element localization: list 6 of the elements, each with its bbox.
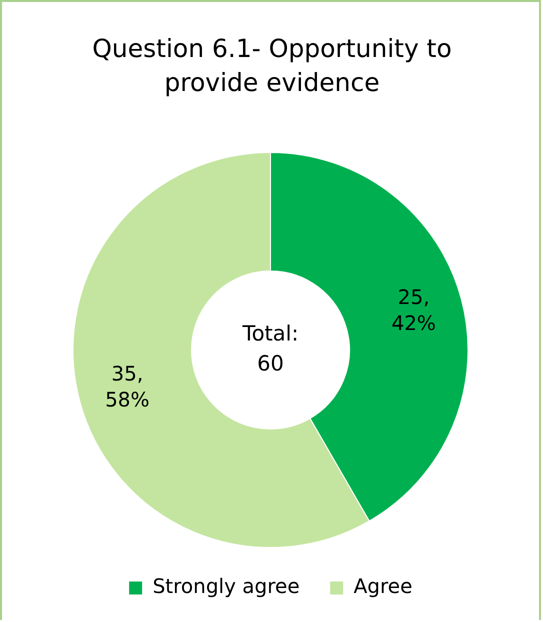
data-label: 35, 58% [105,362,150,412]
data-label: 25, 42% [391,284,436,335]
legend-label: Strongly agree [152,574,300,598]
chart-title: Question 6.1- Opportunity to provide evidence [91,33,453,99]
legend-label: Agree [354,574,412,598]
text: Total: 60 [241,321,299,376]
